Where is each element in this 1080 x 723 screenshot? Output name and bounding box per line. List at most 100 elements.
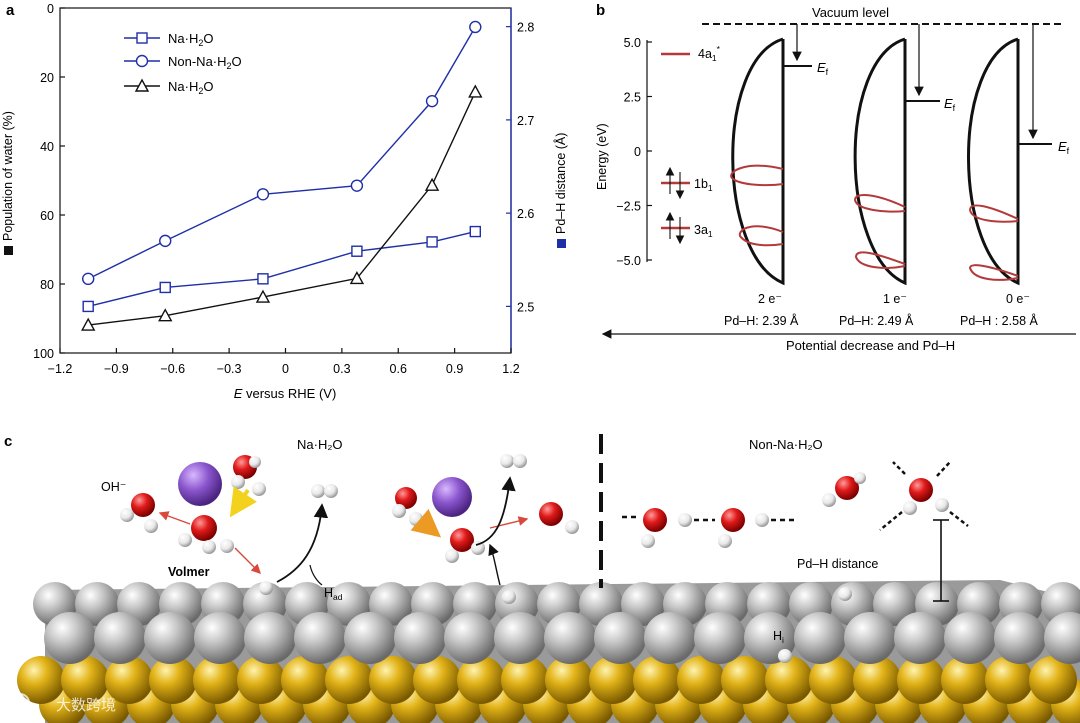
orbital-3a1-label: 3a1 <box>694 223 713 239</box>
legend-label-1: Na·H2O <box>168 31 213 48</box>
y-right-label-group: Pd–H distance (Å) <box>553 133 568 248</box>
energy-tick-label: 0 <box>634 145 641 159</box>
y-left-label: Population of water (%) <box>1 111 15 241</box>
energy-tick-label: −2.5 <box>616 200 641 214</box>
x-tick-label: 0.9 <box>446 362 463 376</box>
gold-atom <box>413 656 461 704</box>
y-left-tick-label: 0 <box>47 2 54 16</box>
pd-atom <box>294 612 346 664</box>
pd-atom <box>944 612 996 664</box>
legend-label-3: Na·H2O <box>168 79 213 96</box>
dos-column-3: Ef 0 e⁻ Pd–H : 2.58 Å <box>960 24 1070 328</box>
series-line-1 <box>88 230 476 308</box>
panel-b-label: b <box>596 2 605 19</box>
gold-atom <box>941 656 989 704</box>
data-point-circle <box>469 20 482 34</box>
sodium-ion-icon-2 <box>432 477 472 517</box>
panel-c-label: c <box>4 433 12 450</box>
watermark-logo-icon <box>10 693 30 713</box>
pd-atom <box>244 612 296 664</box>
pd-atom <box>994 612 1046 664</box>
na-h2o-title: Na·H₂O <box>297 437 343 452</box>
proton-transfer-arrow-icon-2 <box>410 508 442 538</box>
electrons-label-3: 0 e⁻ <box>1006 292 1030 306</box>
pd-atom <box>394 612 446 664</box>
y-left-tick-label: 60 <box>40 209 54 223</box>
y-left-tick-label: 80 <box>40 278 54 292</box>
x-tick-label: 1.2 <box>502 362 519 376</box>
x-tick-label: 0 <box>282 362 289 376</box>
pd-atom <box>444 612 496 664</box>
x-tick-label: 0.6 <box>390 362 407 376</box>
y-right-tick-label: 2.7 <box>517 114 534 128</box>
energy-tick-label: 5.0 <box>624 36 641 50</box>
pdh-distance-label-3: Pd–H : 2.58 Å <box>960 313 1038 328</box>
watermark: 大数跨境 <box>10 693 116 714</box>
data-point-circle <box>81 272 95 286</box>
data-point-circle <box>159 234 172 248</box>
x-tick-label: −0.9 <box>104 362 129 376</box>
pd-atom <box>694 612 746 664</box>
y-left-ticks: 0 20 40 60 80 100 <box>33 2 65 361</box>
oh-label: OH⁻ <box>101 480 126 494</box>
gold-atom <box>17 656 65 704</box>
pd-atom <box>594 612 646 664</box>
gold-atom <box>457 656 505 704</box>
gold-atom <box>369 656 417 704</box>
pd-atom <box>844 612 896 664</box>
x-axis-ticks: −1.2 −0.9 −0.6 −0.3 0 0.3 0.6 0.9 1.2 <box>48 348 520 376</box>
series-line-3 <box>88 91 476 326</box>
non-na-h2o-title: Non-Na·H₂O <box>749 437 823 452</box>
fermi-label-1: Ef <box>817 60 829 77</box>
y-right-tick-label: 2.5 <box>517 300 534 314</box>
potential-arrow-label: Potential decrease and Pd–H <box>786 338 955 353</box>
legend-entry-non-na-h2o: Non-Na·H2O <box>124 54 242 71</box>
data-point-square <box>426 236 438 248</box>
pdh-distance-label: Pd–H distance <box>797 557 878 571</box>
circle-marker-icon <box>135 54 149 68</box>
pdh-distance-label-2: Pd–H: 2.49 Å <box>839 313 914 328</box>
electrons-label-1: 2 e⁻ <box>758 292 782 306</box>
plot-frame <box>59 7 512 354</box>
energy-tick-label: 2.5 <box>624 91 641 105</box>
orbital-1b1-label: 1b1 <box>694 177 713 193</box>
fermi-label-2: Ef <box>944 96 956 113</box>
gold-atoms-layer <box>17 656 1080 723</box>
orbital-3a1: 3a1 <box>661 211 713 245</box>
orbital-4a1-label: 4a1* <box>698 44 721 63</box>
gold-atom <box>633 656 681 704</box>
gold-atom <box>853 656 901 704</box>
panel-b: b Vacuum level 5.0 2.5 0 −2.5 −5.0 Energy (e… <box>595 2 1076 353</box>
pd-atom <box>44 612 96 664</box>
watermark-text: 大数跨境 <box>56 696 116 714</box>
y-left-tick-label: 20 <box>40 71 54 85</box>
x-tick-label: −1.2 <box>48 362 73 376</box>
pd-atom <box>544 612 596 664</box>
data-point-triangle <box>158 308 173 322</box>
panel-a-label: a <box>6 2 15 19</box>
proton-transfer-arrow-icon <box>229 486 257 518</box>
y-left-tick-label: 40 <box>40 140 54 154</box>
data-point-square <box>257 273 269 285</box>
y-right-label: Pd–H distance (Å) <box>553 133 568 234</box>
data-point-square <box>82 300 94 313</box>
blue-square-key <box>557 239 566 248</box>
gold-atom <box>1029 656 1077 704</box>
pd-atom <box>644 612 696 664</box>
gold-atom <box>105 656 153 704</box>
x-tick-label: −0.6 <box>160 362 185 376</box>
pd-atom <box>1044 612 1080 664</box>
pd-atom <box>494 612 546 664</box>
legend-label-2: Non-Na·H2O <box>168 54 242 71</box>
volmer-scene-1: OH⁻ Volmer Had <box>101 455 343 602</box>
fermi-label-3: Ef <box>1058 139 1070 156</box>
legend-entry-na-h2o-square: Na·H2O <box>124 31 213 48</box>
data-point-square <box>351 245 363 257</box>
data-point-square <box>469 225 481 238</box>
x-tick-label: 0.3 <box>333 362 350 376</box>
data-point-circle <box>256 188 270 201</box>
gold-atom <box>809 656 857 704</box>
y-left-label-group: Population of water (%) <box>1 111 15 255</box>
panel-c: c Na·H₂O Non-Na·H₂O OH⁻ <box>4 433 1080 723</box>
black-square-key <box>4 246 13 255</box>
